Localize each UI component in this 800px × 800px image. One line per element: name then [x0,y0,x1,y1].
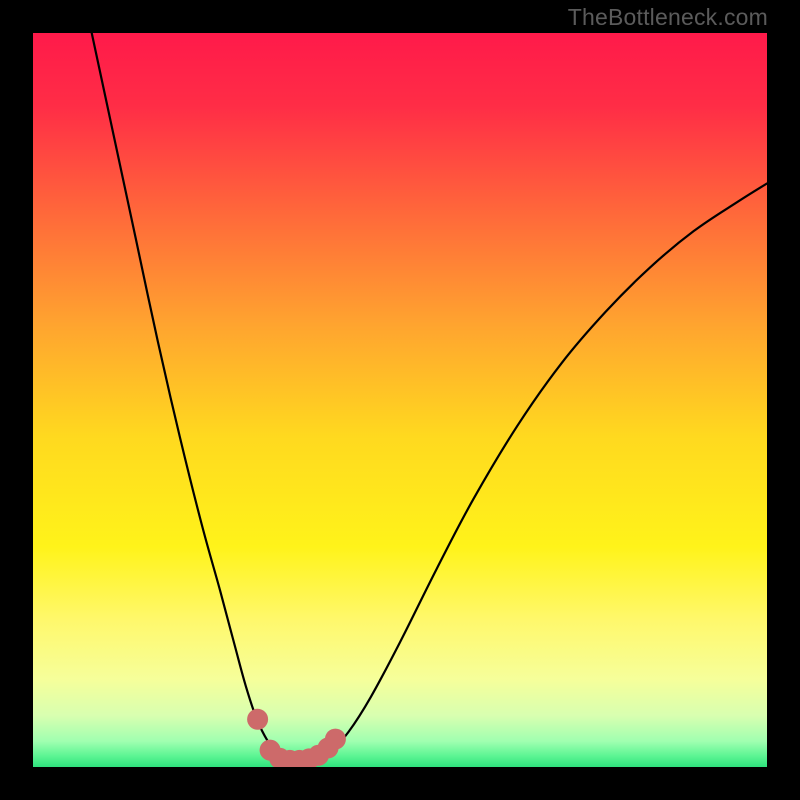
trough-marker-series [33,33,767,767]
plot-area [33,33,767,767]
trough-marker [247,709,268,730]
trough-marker [325,729,346,750]
figure-root: TheBottleneck.com [0,0,800,800]
watermark-label: TheBottleneck.com [568,4,768,31]
